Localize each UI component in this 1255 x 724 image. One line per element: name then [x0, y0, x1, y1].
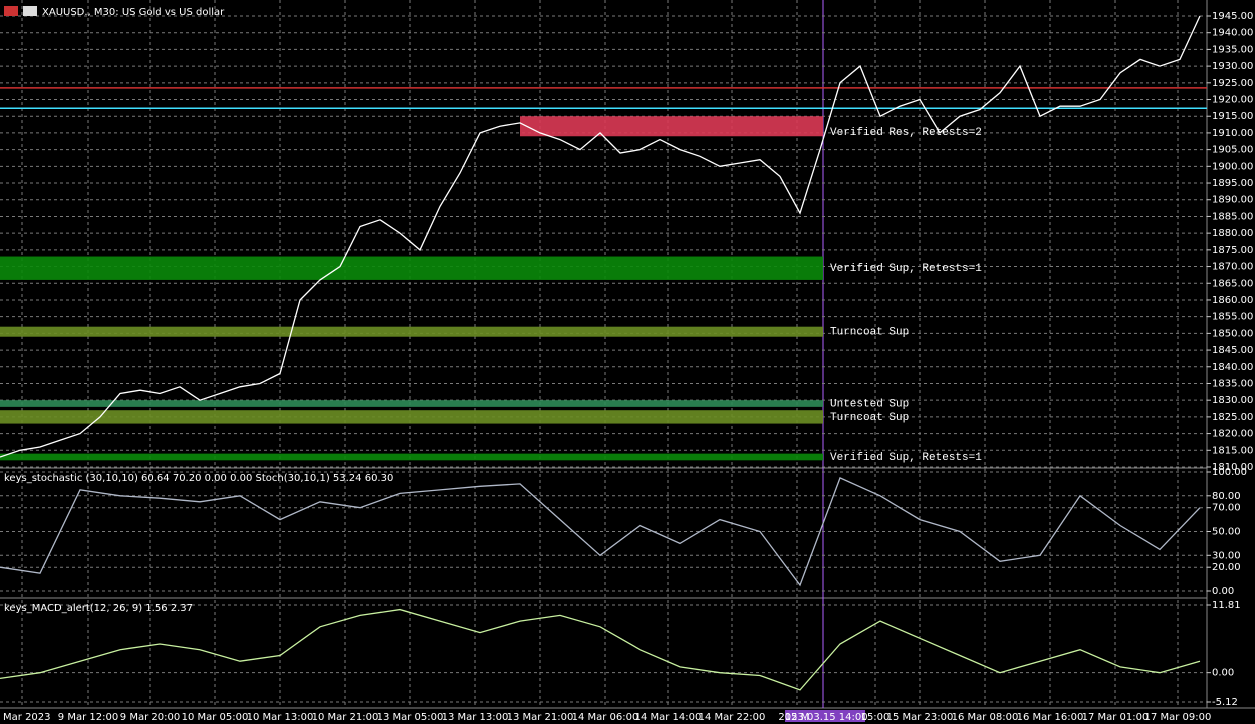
y-tick-label: 1815.00 [1212, 445, 1253, 456]
time-label: 2023.03.15 14:00 [778, 712, 867, 723]
time-label: 10 Mar 21:00 [312, 712, 379, 723]
time-label: 10 Mar 13:00 [247, 712, 314, 723]
chart-title: XAUUSD., M30: US Gold vs US dollar [42, 7, 225, 18]
flag-icon [23, 6, 37, 16]
y-tick-label: 1835.00 [1212, 378, 1253, 389]
stoch-header: keys_stochastic (30,10,10) 60.64 70.20 0… [4, 473, 393, 484]
y-tick-label: 1910.00 [1212, 128, 1253, 139]
zone [0, 453, 823, 461]
zone-label: Untested Sup [830, 398, 909, 410]
zone-label: Turncoat Sup [830, 412, 909, 424]
y-tick-label: 1830.00 [1212, 395, 1253, 406]
flag-icon [4, 6, 18, 16]
y-tick-label: 1905.00 [1212, 145, 1253, 156]
y-tick-label: 1935.00 [1212, 44, 1253, 55]
time-label: 15 M [785, 712, 810, 723]
y-tick-label: 1890.00 [1212, 195, 1253, 206]
y-tick-label: 0.00 [1212, 586, 1234, 597]
y-tick-label: -5.12 [1212, 697, 1238, 708]
time-label: 17 Mar 01:00 [1082, 712, 1149, 723]
layer [0, 0, 1211, 722]
y-tick-label: 1895.00 [1212, 178, 1253, 189]
time-label: 10 Mar 05:00 [182, 712, 249, 723]
time-label: 9 Mar 2023 [0, 712, 51, 723]
y-tick-label: 70.00 [1212, 503, 1241, 514]
y-tick-label: 20.00 [1212, 562, 1241, 573]
zone [520, 116, 823, 137]
time-label: 16 Mar 16:00 [1017, 712, 1084, 723]
time-label: 17 Mar 09:00 [1145, 712, 1212, 723]
y-tick-label: 1875.00 [1212, 245, 1253, 256]
y-tick-label: 1860.00 [1212, 295, 1253, 306]
y-tick-label: 1825.00 [1212, 412, 1253, 423]
macd-line [0, 608, 1201, 691]
y-tick-label: 1855.00 [1212, 312, 1253, 323]
time-label: 14 Mar 14:00 [635, 712, 702, 723]
time-label: 14 Mar 22:00 [699, 712, 766, 723]
time-label: 16 Mar 08:00 [952, 712, 1019, 723]
zone [0, 400, 823, 407]
y-tick-label: 30.00 [1212, 550, 1241, 561]
y-tick-label: 80.00 [1212, 491, 1241, 502]
zone-label: Verified Sup, Retests=1 [830, 263, 982, 275]
y-tick-label: 1865.00 [1212, 278, 1253, 289]
time-label: 13 Mar 05:00 [377, 712, 444, 723]
y-tick-label: 1845.00 [1212, 345, 1253, 356]
y-tick-label: 1925.00 [1212, 78, 1253, 89]
time-label: 13 Mar 13:00 [442, 712, 509, 723]
time-highlight [785, 710, 865, 722]
y-tick-label: 1840.00 [1212, 362, 1253, 373]
zone [0, 410, 823, 424]
y-tick-label: 1850.00 [1212, 328, 1253, 339]
zone [0, 256, 823, 280]
stoch-line [0, 477, 1201, 587]
time-label: 14 Mar 06:00 [572, 712, 639, 723]
y-tick-label: 1810.00 [1212, 462, 1253, 473]
time-label: 15 Mar 23:00 [887, 712, 954, 723]
y-tick-label: 1915.00 [1212, 111, 1253, 122]
y-tick-label: 1900.00 [1212, 161, 1253, 172]
y-tick-label: 1930.00 [1212, 61, 1253, 72]
time-label: 13 Mar 21:00 [507, 712, 574, 723]
y-tick-label: 0.00 [1212, 668, 1234, 679]
y-tick-label: 1885.00 [1212, 211, 1253, 222]
y-tick-label: 1820.00 [1212, 429, 1253, 440]
y-tick-label: 1870.00 [1212, 262, 1253, 273]
price-line [0, 15, 1201, 458]
time-label: 9 Mar 20:00 [120, 712, 180, 723]
time-label: 9 Mar 12:00 [58, 712, 118, 723]
y-tick-label: 100.00 [1212, 467, 1247, 478]
y-tick-label: 50.00 [1212, 527, 1241, 538]
zone-label: Verified Sup, Retests=1 [830, 452, 982, 464]
time-label: 15:00 [861, 712, 890, 723]
zone-label: Turncoat Sup [830, 327, 909, 339]
macd-header: keys_MACD_alert(12, 26, 9) 1.56 2.37 [4, 603, 193, 614]
zone [0, 326, 823, 337]
y-tick-label: 1945.00 [1212, 11, 1253, 22]
y-tick-label: 11.81 [1212, 600, 1241, 611]
y-tick-label: 1940.00 [1212, 28, 1253, 39]
zone-label: Verified Res, Retests=2 [830, 127, 982, 139]
y-tick-label: 1920.00 [1212, 95, 1253, 106]
y-tick-label: 1880.00 [1212, 228, 1253, 239]
